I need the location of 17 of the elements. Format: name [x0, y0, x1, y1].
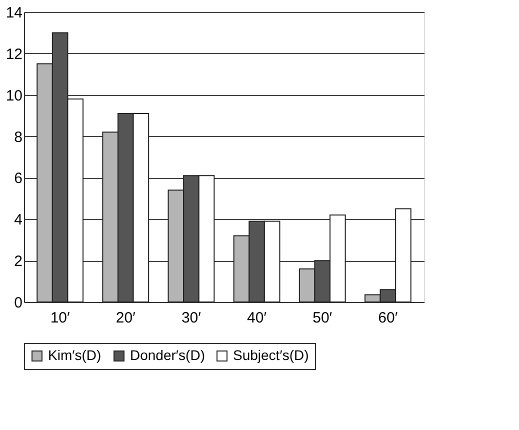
x-tick-label: 40′	[247, 310, 267, 326]
y-tick-label: 10	[6, 87, 22, 104]
x-tick-label: 10′	[50, 310, 70, 326]
legend-label: Subject′s(D)	[233, 347, 309, 363]
x-tick-label: 60′	[378, 310, 398, 326]
y-tick-label: 0	[14, 294, 22, 312]
x-tick-label: 30′	[181, 310, 202, 326]
y-tick-label: 8	[14, 128, 22, 146]
legend-label: Donder′s(D)	[130, 347, 205, 363]
y-tick-label: 14	[6, 4, 22, 22]
y-tick-label: 12	[6, 46, 22, 63]
y-tick-label: 2	[14, 253, 22, 270]
y-tick-label: 6	[14, 170, 22, 188]
legend-label: Kim′s(D)	[48, 347, 102, 363]
x-tick-label: 20′	[116, 310, 136, 326]
x-tick-label: 50′	[312, 310, 332, 326]
y-tick-label: 4	[14, 212, 22, 229]
